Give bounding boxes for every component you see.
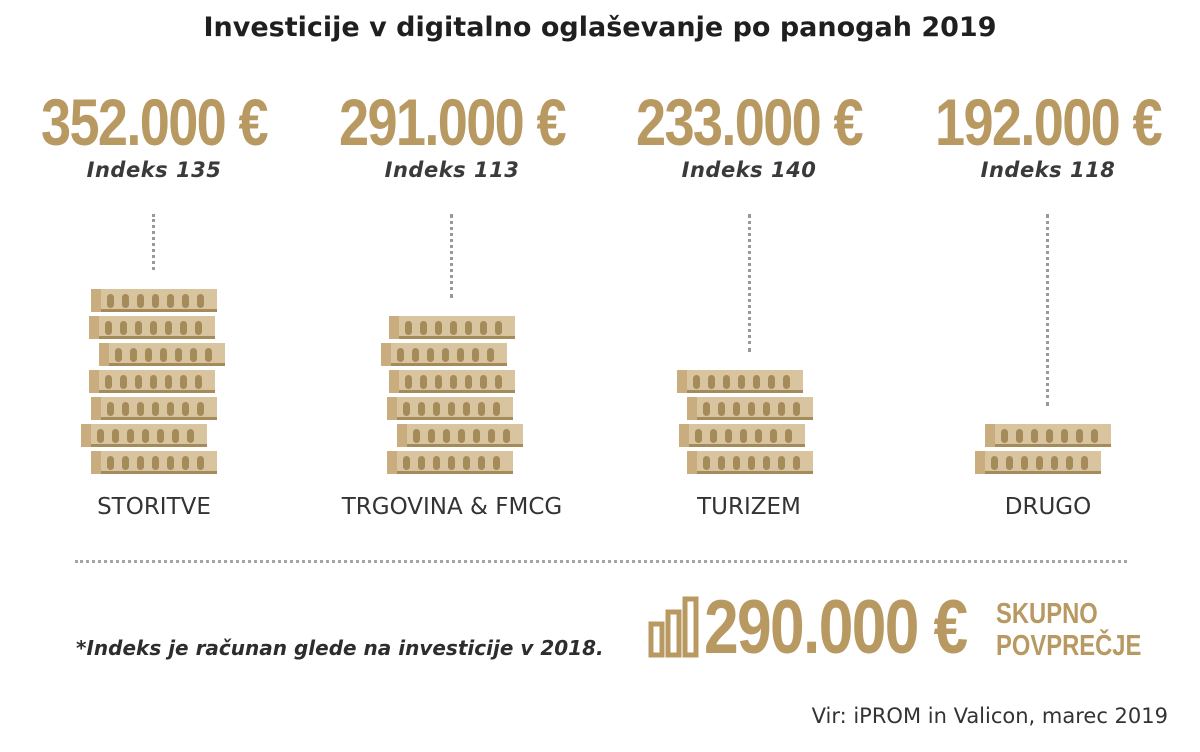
connector-line-trgovina bbox=[450, 214, 453, 298]
value-label-turizem: 233.000 € bbox=[635, 85, 864, 159]
coin-stack-turizem bbox=[677, 370, 813, 474]
coin-storitve-2 bbox=[81, 424, 207, 447]
separator-line bbox=[75, 560, 1127, 563]
category-label-trgovina: TRGOVINA & FMCG bbox=[341, 494, 563, 520]
footnote: *Indeks je računan glede na investicije … bbox=[76, 636, 604, 660]
coin-trgovina-1 bbox=[387, 451, 513, 474]
coin-storitve-7 bbox=[91, 289, 217, 312]
chart-title: Investicije v digitalno oglaševanje po p… bbox=[203, 12, 997, 43]
coin-turizem-2 bbox=[679, 424, 805, 447]
index-label-trgovina: Indeks 113 bbox=[384, 158, 520, 182]
index-label-storitve: Indeks 135 bbox=[86, 158, 222, 182]
index-label-turizem: Indeks 140 bbox=[681, 158, 817, 182]
index-label-drugo: Indeks 118 bbox=[980, 158, 1116, 182]
total-value: 290.000 € bbox=[704, 585, 968, 670]
coin-turizem-4 bbox=[677, 370, 803, 393]
source-note: Vir: iPROM in Valicon, marec 2019 bbox=[811, 704, 1168, 728]
category-label-drugo: DRUGO bbox=[1004, 494, 1092, 520]
total-label-line2: POVPREČJE bbox=[996, 630, 1142, 662]
connector-line-turizem bbox=[748, 214, 751, 352]
coin-storitve-3 bbox=[91, 397, 217, 420]
coin-trgovina-5 bbox=[381, 343, 507, 366]
coin-trgovina-4 bbox=[389, 370, 515, 393]
connector-line-storitve bbox=[152, 214, 155, 270]
coin-trgovina-3 bbox=[387, 397, 513, 420]
coin-storitve-1 bbox=[91, 451, 217, 474]
bar-chart-icon bbox=[648, 596, 699, 658]
coin-storitve-5 bbox=[99, 343, 225, 366]
coin-stack-storitve bbox=[81, 289, 225, 474]
coin-trgovina-6 bbox=[389, 316, 515, 339]
value-label-drugo: 192.000 € bbox=[934, 85, 1163, 159]
category-label-turizem: TURIZEM bbox=[697, 494, 801, 520]
total-label-line1: SKUPNO bbox=[996, 598, 1098, 630]
coin-storitve-6 bbox=[89, 316, 215, 339]
total-label: SKUPNO POVPREČJE bbox=[996, 598, 1141, 662]
category-label-storitve: STORITVE bbox=[97, 494, 211, 520]
coin-stack-drugo bbox=[975, 424, 1111, 474]
coin-turizem-3 bbox=[687, 397, 813, 420]
coin-drugo-1 bbox=[975, 451, 1101, 474]
coin-drugo-2 bbox=[985, 424, 1111, 447]
coin-storitve-4 bbox=[89, 370, 215, 393]
connector-line-drugo bbox=[1046, 214, 1049, 406]
coin-trgovina-2 bbox=[397, 424, 523, 447]
value-label-trgovina: 291.000 € bbox=[338, 85, 567, 159]
coin-stack-trgovina bbox=[381, 316, 523, 474]
value-label-storitve: 352.000 € bbox=[40, 85, 269, 159]
coin-turizem-1 bbox=[687, 451, 813, 474]
